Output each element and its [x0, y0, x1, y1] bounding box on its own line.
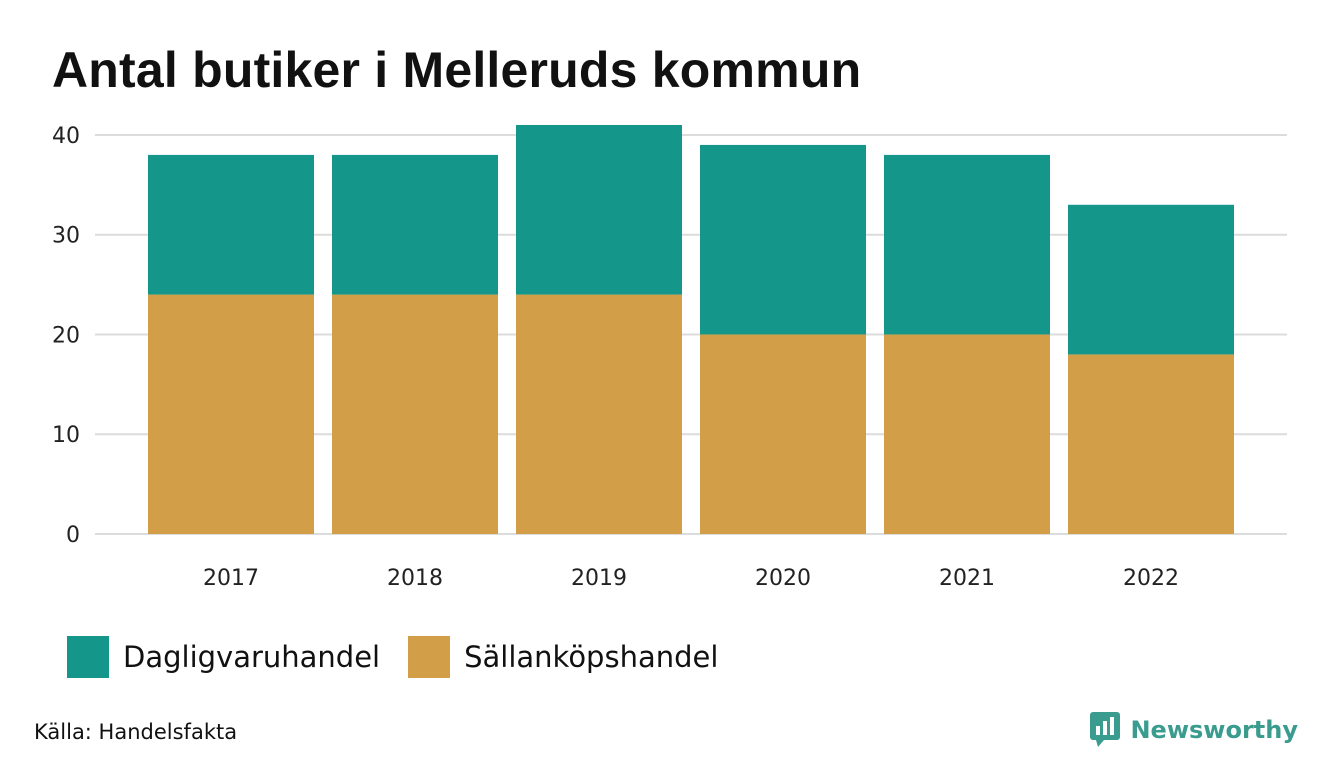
legend-item-sallankopshandel: Sällanköpshandel [408, 636, 718, 678]
bar-2018-dagligvaruhandel [332, 154, 498, 295]
bar-2020-dagligvaruhandel [700, 144, 866, 335]
chart-title: Antal butiker i Melleruds kommun [52, 42, 862, 98]
brand-logo[interactable]: Newsworthy [1090, 712, 1298, 748]
bar-2020-sällanköpshandel [700, 334, 866, 534]
y-tick-label-20: 20 [52, 323, 80, 348]
y-tick-label-0: 0 [66, 523, 80, 548]
bar-2019-sällanköpshandel [516, 294, 682, 534]
bar-2017-dagligvaruhandel [148, 154, 314, 295]
x-tick-label-2020: 2020 [755, 566, 811, 591]
y-tick-label-40: 40 [52, 124, 80, 149]
brand-name: Newsworthy [1130, 716, 1298, 744]
x-tick-label-2019: 2019 [571, 566, 627, 591]
legend-label-sallankopshandel: Sällanköpshandel [464, 640, 719, 674]
bar-2021-sällanköpshandel [884, 334, 1050, 534]
legend-label-dagligvaruhandel: Dagligvaruhandel [123, 640, 381, 674]
x-tick-label-2018: 2018 [387, 566, 443, 591]
stacked-bar-chart: 0 10 20 30 40 2017 2018 2019 2020 2021 2022 [52, 124, 1287, 591]
source-note: Källa: Handelsfakta [34, 720, 238, 744]
legend: Dagligvaruhandel Sällanköpshandel [67, 636, 746, 678]
x-tick-label-2017: 2017 [203, 566, 259, 591]
bar-2022-sällanköpshandel [1068, 354, 1234, 534]
bar-2022-dagligvaruhandel [1068, 204, 1234, 355]
y-tick-label-10: 10 [52, 423, 80, 448]
bar-2017-sällanköpshandel [148, 294, 314, 534]
x-tick-label-2022: 2022 [1123, 566, 1179, 591]
y-tick-label-30: 30 [52, 224, 80, 249]
bar-2018-sällanköpshandel [332, 294, 498, 534]
legend-swatch-dagligvaruhandel [67, 636, 109, 678]
newsworthy-logo-icon [1090, 712, 1121, 747]
legend-swatch-sallankopshandel [408, 636, 451, 678]
bar-2021-dagligvaruhandel [884, 154, 1050, 335]
bar-2019-dagligvaruhandel [516, 124, 682, 295]
x-tick-label-2021: 2021 [939, 566, 995, 591]
legend-item-dagligvaruhandel: Dagligvaruhandel [67, 636, 380, 678]
